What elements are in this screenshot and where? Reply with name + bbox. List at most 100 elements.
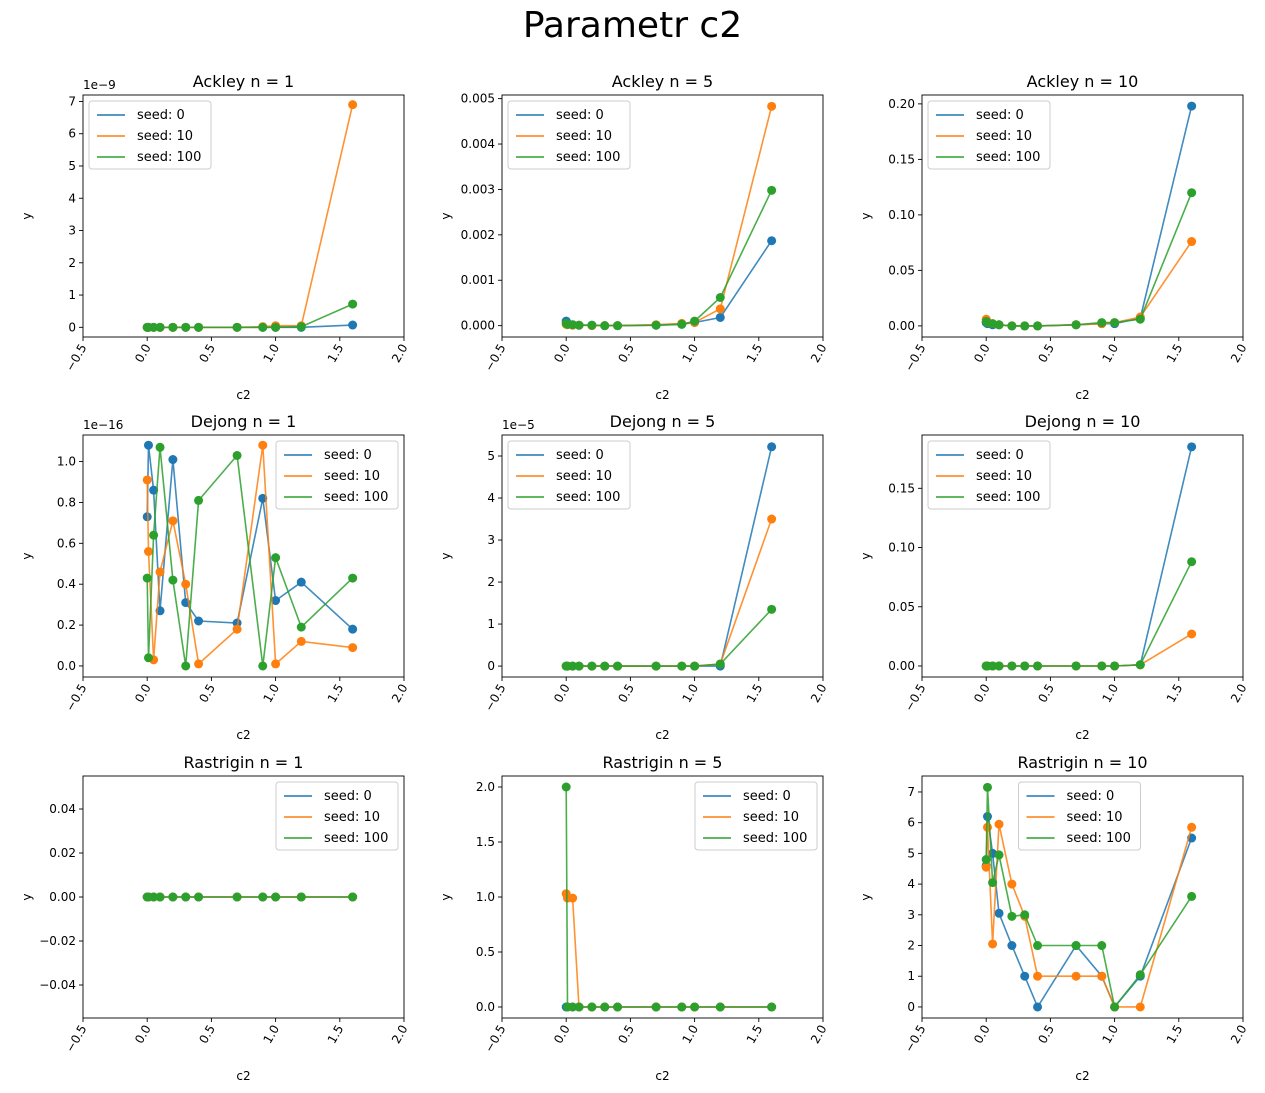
y-tick-label: 0.5 (476, 945, 495, 959)
data-point (143, 547, 153, 557)
legend-label: seed: 10 (976, 129, 1032, 144)
subplot-title: Rastrigin n = 1 (184, 753, 304, 772)
x-tick-label: 0.5 (196, 1023, 218, 1047)
data-point (587, 1002, 597, 1012)
data-point (1135, 1002, 1145, 1012)
y-tick-label: 0.0 (57, 659, 76, 673)
legend-label: seed: 10 (1067, 810, 1123, 825)
x-tick-label: 2.0 (1228, 682, 1250, 706)
y-tick-label: 0.001 (461, 273, 495, 287)
data-point (715, 312, 725, 322)
y-tick-label: 0.10 (888, 208, 915, 222)
series-line-3 (985, 787, 1193, 1009)
y-axis-label: y (20, 212, 34, 219)
data-point (142, 475, 152, 485)
y-tick-label: 0.2 (57, 618, 76, 632)
data-point (651, 661, 661, 671)
x-tick-label: 0.5 (1035, 342, 1057, 366)
data-point (258, 892, 268, 902)
y-tick-label: 0.20 (888, 97, 915, 111)
y-tick-label: 0.6 (57, 536, 76, 550)
data-point (149, 485, 159, 495)
data-point (181, 892, 191, 902)
y-axis-label: y (439, 212, 453, 219)
data-point (168, 892, 178, 902)
data-point (988, 878, 998, 888)
data-point (348, 624, 358, 634)
y-tick-label: 3 (68, 224, 76, 238)
data-point (1071, 941, 1081, 951)
y-tick-label: 0.00 (49, 890, 76, 904)
legend: seed: 0 seed: 10 seed: 100 (275, 781, 399, 851)
x-tick-label: 1.5 (1164, 682, 1186, 706)
series-line-2 (146, 445, 353, 666)
data-point (587, 320, 597, 330)
data-point (994, 819, 1004, 829)
legend-label: seed: 0 (743, 789, 791, 804)
y-tick-label: 2 (907, 939, 915, 953)
legend-label: seed: 10 (976, 469, 1032, 484)
data-point (1020, 910, 1030, 920)
data-point (258, 661, 268, 671)
data-point (168, 516, 178, 526)
data-point (1033, 971, 1043, 981)
legend-frame (694, 781, 818, 851)
y-axis-label: y (439, 552, 453, 559)
data-point (271, 553, 281, 563)
data-point (677, 661, 687, 671)
data-point (348, 573, 358, 583)
data-point (232, 450, 242, 460)
subplot-8: Rastrigin n = 5 −0.5 0.0 0.5 1.0 1.5 2.0 0.0 0.5… (439, 753, 830, 1083)
data-point (767, 442, 777, 452)
data-point (194, 659, 204, 669)
x-tick-label: −0.5 (63, 682, 90, 714)
data-point (1187, 442, 1197, 452)
y-tick-label: 0.0 (476, 1000, 495, 1014)
x-tick-label: 0.0 (971, 342, 993, 366)
legend-label: seed: 100 (976, 490, 1040, 505)
data-point (574, 1002, 584, 1012)
subplot-title: Ackley n = 10 (1027, 72, 1139, 91)
subplot-3: Ackley n = 10 −0.5 0.0 0.5 1.0 1.5 2.0 0.00 0.05… (859, 72, 1250, 402)
y-tick-label: 0.004 (461, 137, 495, 151)
x-tick-label: 1.0 (1100, 342, 1122, 366)
x-axis-label: c2 (655, 388, 669, 402)
y-tick-label: 1 (487, 617, 495, 631)
y-offset-label: 1e−5 (502, 418, 535, 432)
data-point (1071, 971, 1081, 981)
legend-frame (927, 440, 1051, 510)
y-axis-label: y (859, 552, 873, 559)
data-point (988, 939, 998, 949)
x-tick-label: 1.0 (261, 682, 283, 706)
data-point (181, 322, 191, 332)
data-point (1097, 941, 1107, 951)
data-point (600, 321, 610, 331)
x-tick-label: 1.0 (1100, 1023, 1122, 1047)
y-tick-label: 0.15 (888, 481, 915, 495)
x-tick-label: 0.0 (132, 682, 154, 706)
legend-frame (927, 100, 1051, 170)
y-tick-label: 6 (68, 127, 76, 141)
data-point (271, 659, 281, 669)
data-point (568, 320, 578, 330)
x-axis-label: c2 (1075, 388, 1089, 402)
y-tick-label: 0.002 (461, 228, 495, 242)
y-axis-label: y (859, 212, 873, 219)
data-point (181, 579, 191, 589)
legend-label: seed: 10 (743, 810, 799, 825)
x-tick-label: 0.5 (615, 682, 637, 706)
legend: seed: 0 seed: 10 seed: 100 (927, 100, 1051, 170)
data-point (568, 1002, 578, 1012)
subplot-title: Dejong n = 1 (191, 412, 297, 431)
data-point (767, 1002, 777, 1012)
data-point (677, 319, 687, 329)
data-point (568, 661, 578, 671)
data-point (1071, 320, 1081, 330)
x-tick-label: 0.5 (196, 342, 218, 366)
data-point (715, 292, 725, 302)
x-tick-label: −0.5 (482, 1023, 509, 1055)
data-point (168, 322, 178, 332)
y-axis-label: y (20, 893, 34, 900)
data-point (1110, 661, 1120, 671)
